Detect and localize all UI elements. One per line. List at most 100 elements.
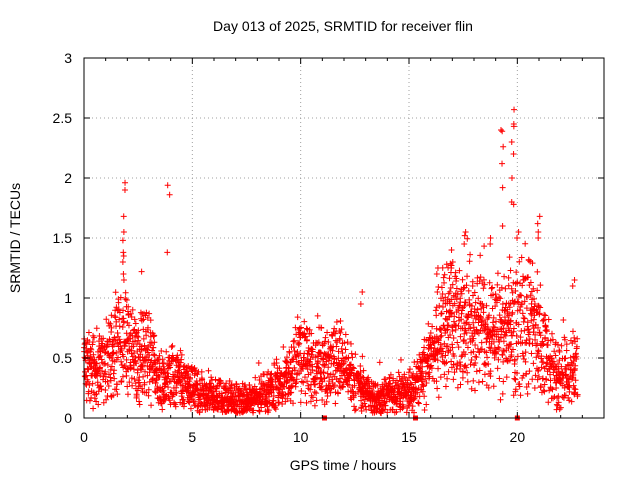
- data-point: [509, 346, 516, 353]
- data-point: [347, 361, 354, 368]
- data-point: [164, 249, 171, 256]
- data-point: [531, 295, 538, 302]
- data-point: [466, 321, 473, 328]
- data-point: [453, 296, 460, 303]
- data-point: [102, 373, 109, 380]
- data-point: [363, 406, 370, 413]
- data-point: [543, 360, 550, 367]
- data-point: [462, 327, 469, 334]
- data-point: [434, 357, 441, 364]
- data-point: [523, 383, 530, 390]
- data-point: [226, 377, 233, 384]
- data-point: [477, 274, 484, 281]
- data-point: [507, 321, 514, 328]
- data-point: [442, 383, 449, 390]
- data-point: [416, 351, 423, 358]
- data-point: [422, 376, 429, 383]
- data-point: [522, 240, 529, 247]
- data-point: [125, 303, 132, 310]
- data-point: [144, 324, 151, 331]
- data-point: [481, 243, 488, 250]
- data-point: [493, 350, 500, 357]
- data-point: [335, 348, 342, 355]
- data-point: [521, 327, 528, 334]
- data-point: [421, 393, 428, 400]
- data-point: [490, 323, 497, 330]
- data-point: [273, 359, 280, 366]
- data-point: [89, 380, 96, 387]
- data-point: [499, 390, 506, 397]
- data-point: [125, 322, 132, 329]
- data-point: [487, 368, 494, 375]
- data-point: [517, 392, 524, 399]
- data-point: [323, 398, 330, 405]
- data-point: [102, 360, 109, 367]
- data-point: [525, 380, 532, 387]
- data-point: [511, 106, 518, 113]
- data-point: [114, 391, 121, 398]
- data-point: [437, 333, 444, 340]
- data-point: [464, 344, 471, 351]
- data-point: [499, 223, 506, 229]
- data-point: [144, 372, 151, 379]
- data-point: [521, 276, 528, 283]
- data-point: [198, 368, 205, 375]
- data-point: [87, 345, 94, 352]
- y-tick-label: 0: [64, 410, 72, 426]
- data-point: [479, 301, 486, 308]
- data-point: [268, 389, 275, 396]
- data-point: [560, 317, 567, 323]
- data-point: [409, 403, 416, 410]
- data-point: [547, 377, 554, 384]
- data-point: [538, 364, 545, 371]
- data-point: [138, 268, 145, 275]
- data-point: [110, 370, 117, 377]
- data-point: [486, 279, 493, 286]
- data-point: [123, 356, 130, 363]
- data-point: [397, 398, 404, 405]
- data-point: [349, 354, 356, 361]
- data-point: [452, 269, 459, 276]
- data-point: [490, 338, 497, 345]
- data-point: [555, 393, 562, 400]
- data-point: [102, 368, 109, 375]
- data-point: [524, 390, 531, 397]
- data-point: [93, 360, 100, 367]
- data-point: [523, 337, 530, 344]
- data-point: [450, 318, 457, 325]
- data-point: [535, 235, 542, 241]
- data-point: [180, 363, 187, 370]
- data-point: [187, 374, 194, 381]
- data-point: [489, 319, 496, 326]
- data-point: [429, 323, 436, 330]
- data-point: [419, 368, 426, 375]
- data-point: [161, 366, 168, 373]
- data-point: [543, 328, 550, 335]
- data-point: [473, 354, 480, 361]
- data-point: [530, 360, 537, 367]
- data-point: [136, 401, 143, 408]
- data-point: [554, 341, 561, 348]
- data-point: [148, 340, 155, 347]
- data-point: [347, 340, 354, 347]
- data-point: [145, 386, 152, 393]
- data-point: [495, 356, 502, 363]
- data-point: [163, 348, 170, 355]
- data-point: [120, 213, 127, 220]
- data-point: [313, 397, 320, 404]
- data-point: [103, 396, 110, 403]
- data-point: [151, 332, 158, 339]
- data-point: [128, 375, 135, 382]
- data-point: [464, 235, 471, 242]
- data-point: [107, 320, 114, 327]
- data-point: [556, 406, 563, 413]
- x-tick-label: 15: [401, 429, 417, 445]
- data-point: [421, 407, 428, 414]
- data-point: [454, 362, 461, 369]
- data-point: [133, 360, 140, 367]
- data-point: [519, 310, 526, 317]
- data-point: [444, 375, 451, 382]
- data-point: [339, 350, 346, 357]
- y-axis-label: SRMTID / TECUs: [7, 183, 23, 293]
- data-point: [149, 375, 156, 382]
